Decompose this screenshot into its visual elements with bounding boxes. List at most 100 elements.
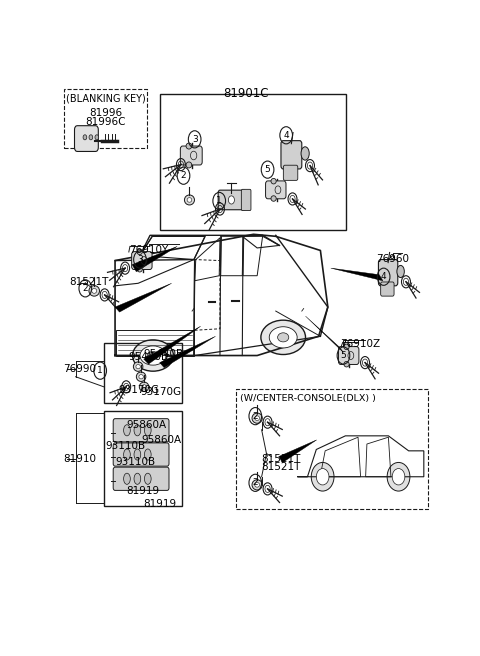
- FancyBboxPatch shape: [113, 419, 169, 442]
- Text: 81910: 81910: [63, 453, 96, 464]
- Text: 95440B: 95440B: [128, 352, 168, 363]
- FancyBboxPatch shape: [281, 140, 302, 169]
- Ellipse shape: [271, 195, 276, 201]
- Ellipse shape: [255, 416, 260, 420]
- Text: 81919: 81919: [126, 487, 159, 497]
- Bar: [64, 89, 147, 148]
- Polygon shape: [132, 247, 177, 272]
- Ellipse shape: [387, 462, 410, 491]
- Text: 3: 3: [192, 135, 198, 144]
- Ellipse shape: [186, 143, 192, 149]
- Ellipse shape: [124, 449, 130, 460]
- Text: 95860A: 95860A: [126, 420, 167, 430]
- Ellipse shape: [144, 424, 151, 436]
- Text: 95440B: 95440B: [144, 349, 184, 359]
- FancyBboxPatch shape: [338, 346, 359, 365]
- Text: 76910Y: 76910Y: [129, 245, 168, 255]
- Text: 93170G: 93170G: [119, 386, 160, 396]
- Polygon shape: [331, 268, 383, 281]
- Ellipse shape: [144, 473, 151, 484]
- Ellipse shape: [139, 375, 144, 379]
- Bar: [236, 389, 428, 509]
- Ellipse shape: [139, 382, 149, 392]
- Text: 81521T: 81521T: [262, 453, 301, 464]
- FancyBboxPatch shape: [218, 190, 246, 210]
- Ellipse shape: [136, 372, 146, 381]
- Text: 5: 5: [264, 165, 270, 174]
- Ellipse shape: [186, 162, 192, 168]
- Text: 4: 4: [381, 272, 386, 281]
- Ellipse shape: [140, 346, 166, 365]
- Ellipse shape: [147, 352, 158, 359]
- FancyBboxPatch shape: [265, 181, 286, 199]
- Ellipse shape: [89, 285, 99, 296]
- FancyBboxPatch shape: [180, 146, 202, 165]
- Ellipse shape: [132, 340, 173, 371]
- Ellipse shape: [269, 327, 297, 348]
- Ellipse shape: [95, 134, 99, 140]
- Text: 81996: 81996: [89, 108, 122, 118]
- Text: 93110B: 93110B: [115, 457, 155, 466]
- Ellipse shape: [311, 462, 334, 491]
- Ellipse shape: [89, 134, 93, 140]
- Text: 4: 4: [283, 131, 289, 140]
- Polygon shape: [115, 283, 172, 312]
- Text: 2: 2: [83, 284, 88, 293]
- FancyBboxPatch shape: [381, 282, 394, 296]
- Text: 76960: 76960: [376, 253, 409, 264]
- Bar: [104, 343, 182, 403]
- Text: (W/CENTER-CONSOLE(DLX) ): (W/CENTER-CONSOLE(DLX) ): [240, 394, 375, 403]
- FancyBboxPatch shape: [132, 252, 152, 270]
- Ellipse shape: [397, 266, 404, 277]
- Ellipse shape: [124, 473, 130, 484]
- Ellipse shape: [316, 468, 329, 485]
- Ellipse shape: [392, 468, 405, 485]
- Ellipse shape: [92, 289, 96, 293]
- Text: 76990: 76990: [63, 364, 96, 374]
- Text: 1: 1: [97, 366, 103, 375]
- Polygon shape: [160, 337, 216, 367]
- Ellipse shape: [301, 147, 309, 160]
- Ellipse shape: [137, 249, 142, 255]
- Ellipse shape: [255, 483, 260, 487]
- Text: 3: 3: [137, 255, 143, 264]
- Ellipse shape: [252, 480, 262, 490]
- Polygon shape: [279, 440, 317, 462]
- Text: 2: 2: [252, 478, 258, 487]
- FancyBboxPatch shape: [113, 443, 169, 466]
- Text: 2: 2: [252, 412, 258, 420]
- Ellipse shape: [228, 196, 234, 204]
- Ellipse shape: [277, 333, 289, 342]
- Polygon shape: [144, 326, 201, 364]
- Text: 5: 5: [341, 351, 347, 360]
- Polygon shape: [305, 316, 344, 352]
- Ellipse shape: [144, 449, 151, 460]
- FancyBboxPatch shape: [283, 165, 298, 180]
- Bar: [160, 94, 347, 230]
- Text: 93170G: 93170G: [140, 387, 181, 397]
- Text: (BLANKING KEY): (BLANKING KEY): [66, 94, 145, 104]
- Text: 81521T: 81521T: [262, 462, 301, 472]
- Text: 1: 1: [216, 196, 222, 205]
- Text: 2: 2: [180, 171, 186, 180]
- Text: 93110B: 93110B: [106, 441, 146, 451]
- FancyBboxPatch shape: [74, 126, 98, 152]
- Ellipse shape: [142, 384, 146, 389]
- Text: 76910Z: 76910Z: [340, 339, 380, 350]
- Ellipse shape: [187, 197, 192, 202]
- FancyBboxPatch shape: [241, 190, 251, 211]
- Text: 81919: 81919: [144, 499, 177, 509]
- FancyBboxPatch shape: [113, 467, 169, 491]
- Text: 81521T: 81521T: [69, 277, 108, 287]
- Ellipse shape: [344, 344, 349, 350]
- Ellipse shape: [134, 424, 141, 436]
- Bar: [104, 411, 182, 506]
- Ellipse shape: [137, 266, 142, 272]
- Ellipse shape: [184, 195, 194, 205]
- Ellipse shape: [252, 413, 262, 423]
- Text: 81996C: 81996C: [85, 117, 126, 127]
- Ellipse shape: [133, 362, 143, 371]
- Ellipse shape: [134, 473, 141, 484]
- Ellipse shape: [344, 361, 349, 367]
- Ellipse shape: [134, 449, 141, 460]
